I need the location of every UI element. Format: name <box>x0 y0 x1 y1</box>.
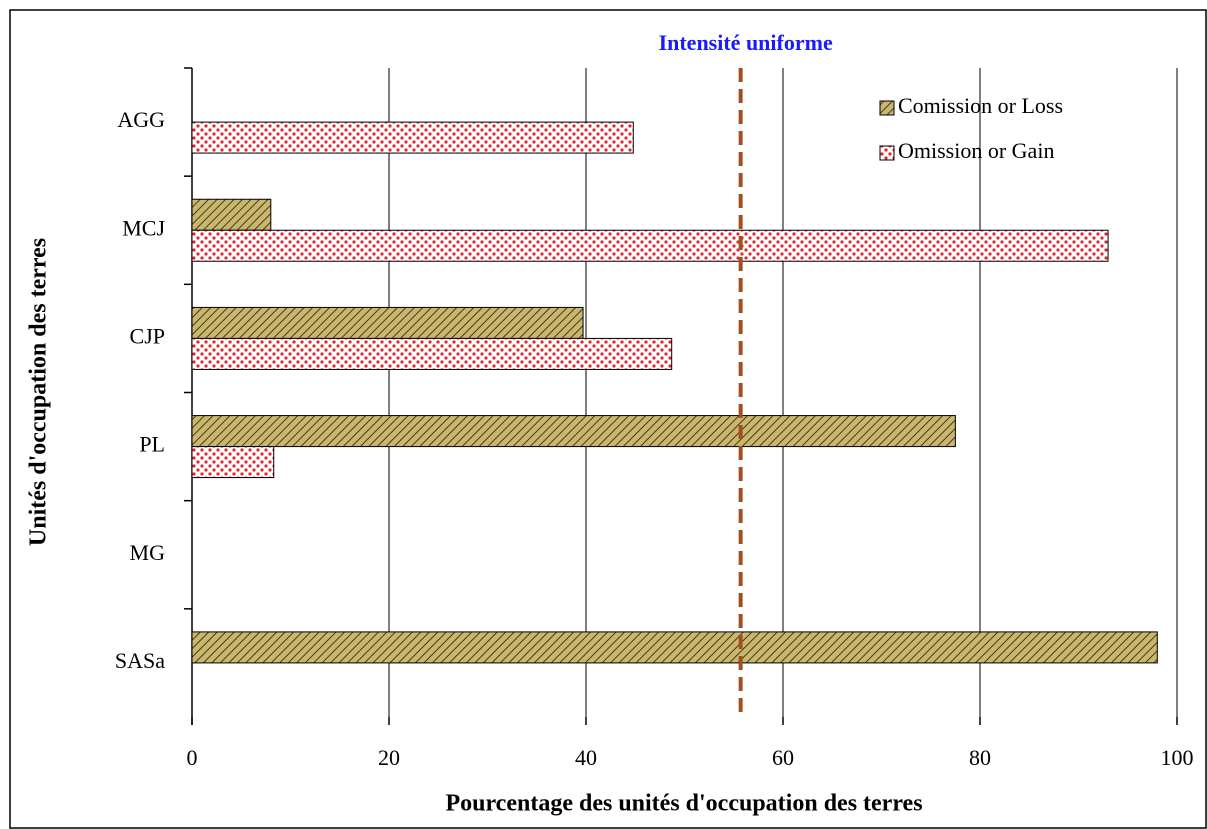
frame <box>9 9 1207 829</box>
bar <box>191 306 584 339</box>
bar <box>191 446 275 479</box>
bar <box>191 198 272 231</box>
reference-label: Intensité uniforme <box>659 30 833 55</box>
x-axis-title: Pourcentage des unités d'occupation des … <box>445 791 922 817</box>
x-tick-label: 40 <box>575 745 597 770</box>
bar <box>191 415 956 448</box>
x-tick-label: 80 <box>969 745 991 770</box>
x-tick-label: 60 <box>772 745 794 770</box>
legend-label: Comission or Loss <box>898 93 1063 118</box>
x-tick-label: 100 <box>1161 745 1194 770</box>
y-tick-label: PL <box>139 432 165 457</box>
x-tick-label: 0 <box>187 745 198 770</box>
bar <box>191 121 634 154</box>
y-tick-label: MCJ <box>122 215 165 240</box>
legend-swatch <box>879 145 895 161</box>
legend-label: Omission or Gain <box>898 138 1054 163</box>
legend-swatch <box>879 100 895 116</box>
y-tick-label: AGG <box>117 107 165 132</box>
x-tick-label: 20 <box>378 745 400 770</box>
y-tick-label: CJP <box>130 323 165 348</box>
bar <box>191 229 1109 262</box>
y-axis-title: Unités d'occupation des terres <box>26 238 52 546</box>
bar <box>191 337 673 370</box>
y-tick-label: MG <box>130 540 166 565</box>
bar <box>191 631 1158 664</box>
y-tick-label: SASa <box>115 648 165 673</box>
